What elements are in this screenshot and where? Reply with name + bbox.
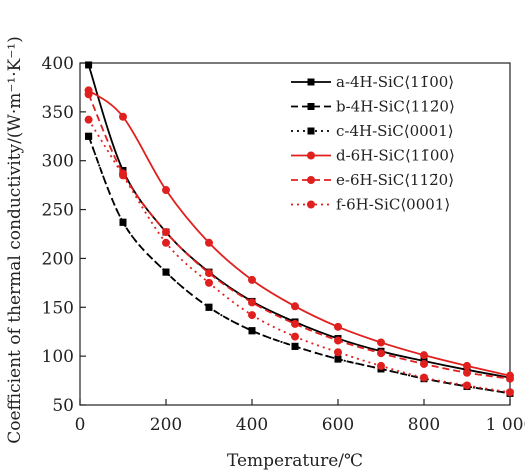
data-point — [84, 115, 93, 124]
data-point — [291, 332, 299, 341]
y-tick-label: 100 — [42, 347, 74, 367]
data-point — [205, 278, 213, 287]
y-axis-label: Coefficient of thermal conductivity/(W·m… — [5, 36, 25, 444]
data-point — [162, 228, 170, 237]
x-tick-label: 400 — [236, 415, 268, 435]
data-point — [162, 268, 170, 276]
data-point — [291, 319, 299, 328]
data-point — [248, 298, 256, 307]
x-tick-label: 0 — [75, 415, 86, 435]
plot-area-frame — [79, 62, 511, 406]
data-point — [291, 342, 299, 350]
data-point — [248, 327, 256, 335]
data-point — [119, 112, 127, 121]
data-point — [205, 303, 213, 311]
data-point — [506, 388, 514, 397]
data-point — [84, 90, 93, 99]
y-tick-label: 350 — [42, 103, 74, 123]
legend-entry: f-6H-SiC⟨0001⟩ — [291, 196, 450, 214]
legend-swatch-marker — [307, 103, 315, 110]
legend-label: c-4H-SiC⟨0001⟩ — [336, 122, 454, 140]
data-point — [377, 349, 385, 358]
data-point — [420, 373, 428, 382]
series-line — [87, 93, 511, 380]
legend-entry: a-4H-SiC⟨11̄00⟩ — [291, 73, 454, 91]
x-tick-label: 800 — [408, 415, 440, 435]
data-point — [162, 186, 170, 195]
legend-entry: b-4H-SiC⟨112̄0⟩ — [291, 98, 455, 116]
legend-swatch-marker — [307, 127, 315, 135]
data-point — [377, 338, 385, 347]
legend-label: b-4H-SiC⟨112̄0⟩ — [336, 98, 455, 116]
data-point — [377, 361, 385, 370]
data-point — [334, 348, 342, 357]
data-point — [162, 238, 170, 247]
y-tick-label: 250 — [42, 201, 74, 221]
data-point — [420, 351, 428, 360]
legend-entry: e-6H-SiC⟨112̄0⟩ — [291, 171, 454, 189]
x-tick-label: 600 — [322, 415, 354, 435]
legend-label: e-6H-SiC⟨112̄0⟩ — [336, 171, 454, 189]
data-point — [463, 368, 471, 377]
legend-entry: c-4H-SiC⟨0001⟩ — [291, 122, 454, 140]
y-tick-label: 400 — [42, 54, 74, 74]
data-point — [205, 269, 213, 278]
legend-swatch-marker — [307, 200, 315, 209]
data-point — [463, 381, 471, 390]
legend-entry: d-6H-SiC⟨11̄00⟩ — [291, 147, 455, 165]
data-point — [85, 132, 93, 140]
data-point — [291, 302, 299, 311]
series-f — [84, 115, 514, 397]
x-tick-label: 1 000 — [486, 415, 525, 435]
data-point — [205, 238, 213, 247]
data-point — [506, 374, 514, 383]
legend-swatch-marker — [307, 151, 315, 160]
data-point — [463, 361, 471, 370]
data-point — [248, 311, 256, 320]
data-point — [334, 355, 342, 363]
y-tick-label: 300 — [42, 152, 74, 172]
legend-label: d-6H-SiC⟨11̄00⟩ — [336, 147, 455, 165]
x-tick-label: 200 — [150, 415, 182, 435]
legend-swatch-marker — [307, 78, 315, 86]
data-point — [420, 359, 428, 368]
data-point — [119, 218, 127, 226]
legend-label: a-4H-SiC⟨11̄00⟩ — [336, 73, 454, 91]
y-tick-label: 50 — [52, 396, 74, 416]
data-point — [248, 275, 256, 284]
x-axis-label: Temperature/℃ — [227, 451, 363, 471]
legend-swatch-marker — [307, 176, 315, 184]
y-tick-label: 150 — [42, 298, 74, 318]
data-point — [334, 322, 342, 331]
data-point — [334, 336, 342, 345]
y-tick-label: 200 — [42, 249, 74, 269]
legend-label: f-6H-SiC⟨0001⟩ — [336, 196, 450, 214]
data-point — [85, 61, 93, 69]
data-point — [119, 171, 127, 180]
